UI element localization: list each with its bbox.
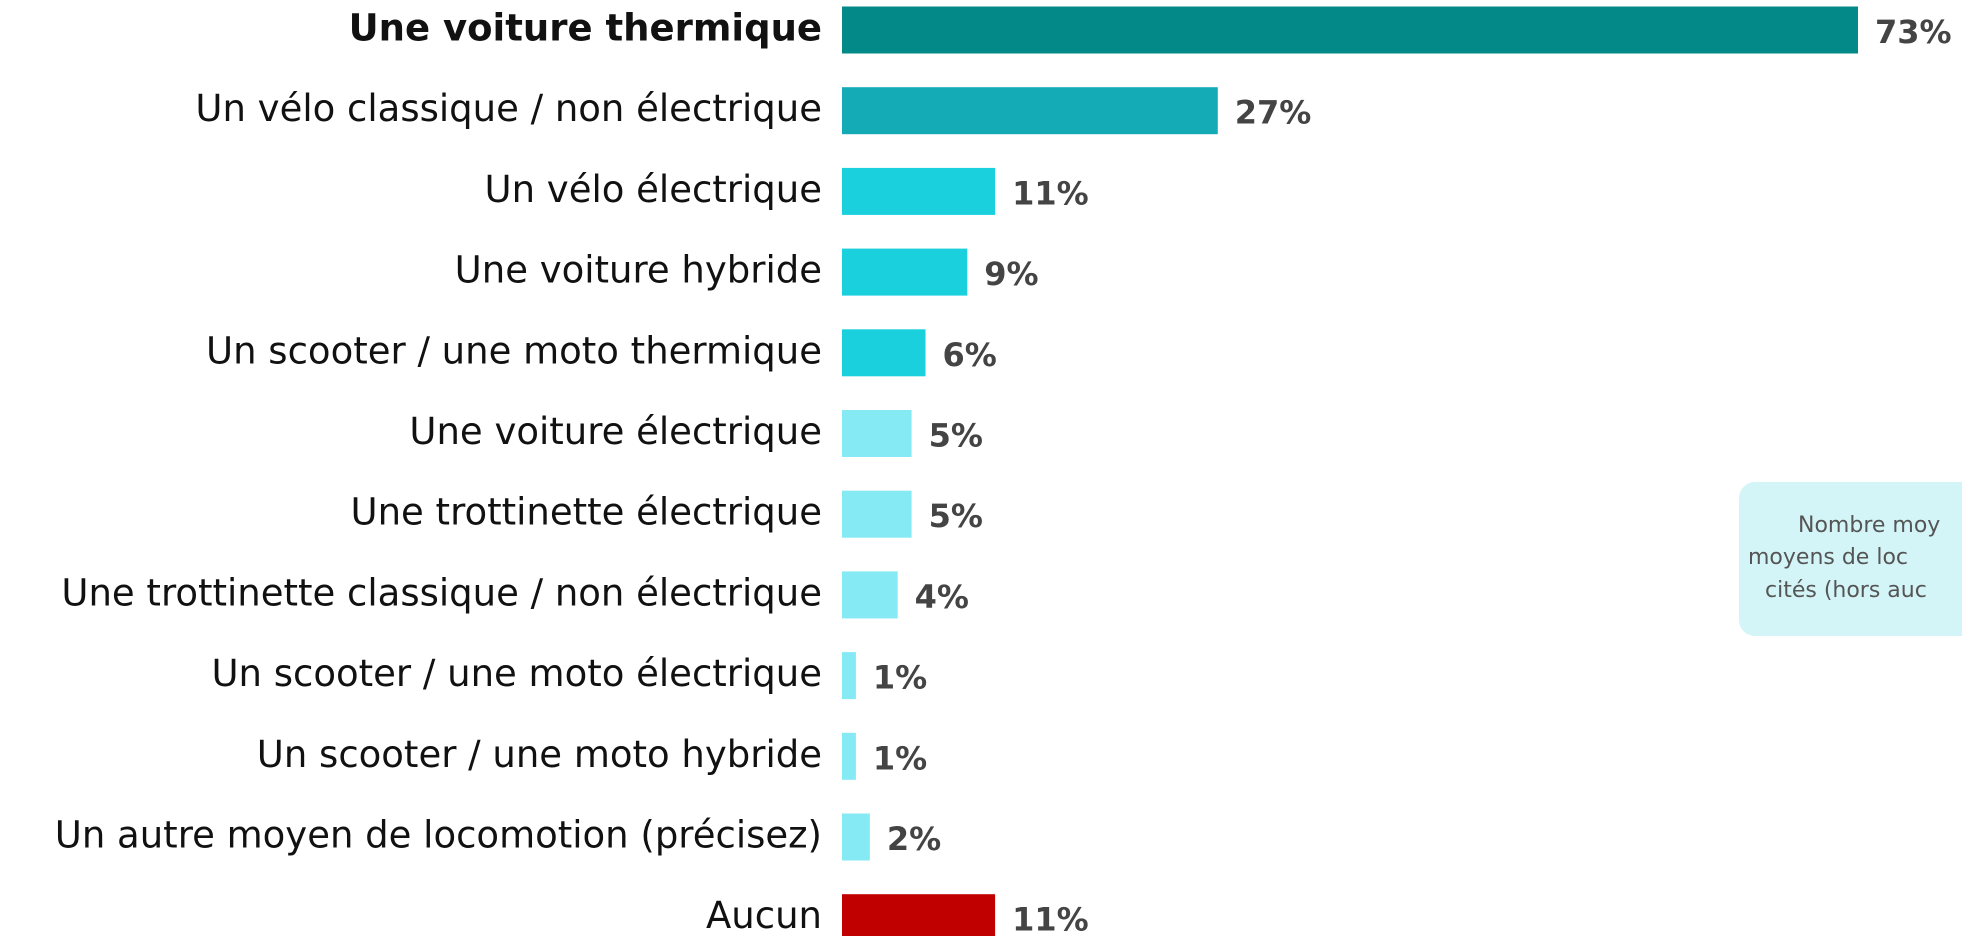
bar xyxy=(842,410,912,457)
category-label: Un vélo électrique xyxy=(485,168,822,211)
bar xyxy=(842,571,898,619)
bar xyxy=(842,813,870,861)
category-label: Un vélo classique / non électrique xyxy=(195,87,822,130)
value-label: 2% xyxy=(887,820,941,858)
bar xyxy=(842,329,926,377)
category-label: Un scooter / une moto hybride xyxy=(257,733,822,776)
value-label: 73% xyxy=(1875,13,1952,51)
bar xyxy=(842,490,912,538)
value-label: 9% xyxy=(984,255,1038,293)
annotation-box xyxy=(1739,482,1962,636)
category-label: Une voiture électrique xyxy=(409,410,822,453)
value-label: 5% xyxy=(929,417,983,455)
annotation: cités (hors auc xyxy=(1765,578,1927,603)
category-label: Une voiture thermique xyxy=(349,7,822,50)
bar xyxy=(842,652,856,700)
value-label: 27% xyxy=(1235,94,1312,132)
value-label: 1% xyxy=(873,739,927,777)
annotation: moyens de loc xyxy=(1748,545,1908,570)
bar xyxy=(842,87,1218,135)
category-label: Une trottinette classique / non électriq… xyxy=(61,571,822,614)
value-label: 11% xyxy=(1012,901,1089,936)
category-label: Un autre moyen de locomotion (précisez) xyxy=(55,814,822,857)
value-label: 5% xyxy=(929,497,983,535)
bar xyxy=(842,894,996,936)
bar xyxy=(842,167,996,215)
value-label: 11% xyxy=(1012,174,1089,212)
category-label: Une trottinette électrique xyxy=(351,491,823,534)
value-label: 4% xyxy=(915,578,969,616)
category-label: Un scooter / une moto électrique xyxy=(211,652,822,695)
category-label: Un scooter / une moto thermique xyxy=(206,329,822,372)
bar xyxy=(842,248,968,296)
bar xyxy=(842,6,1858,54)
category-label: Aucun xyxy=(706,894,822,936)
bar xyxy=(842,732,856,780)
value-label: 1% xyxy=(873,659,927,697)
category-label: Une voiture hybride xyxy=(455,249,822,292)
annotation: Nombre moy xyxy=(1798,513,1940,538)
value-label: 6% xyxy=(943,336,997,374)
